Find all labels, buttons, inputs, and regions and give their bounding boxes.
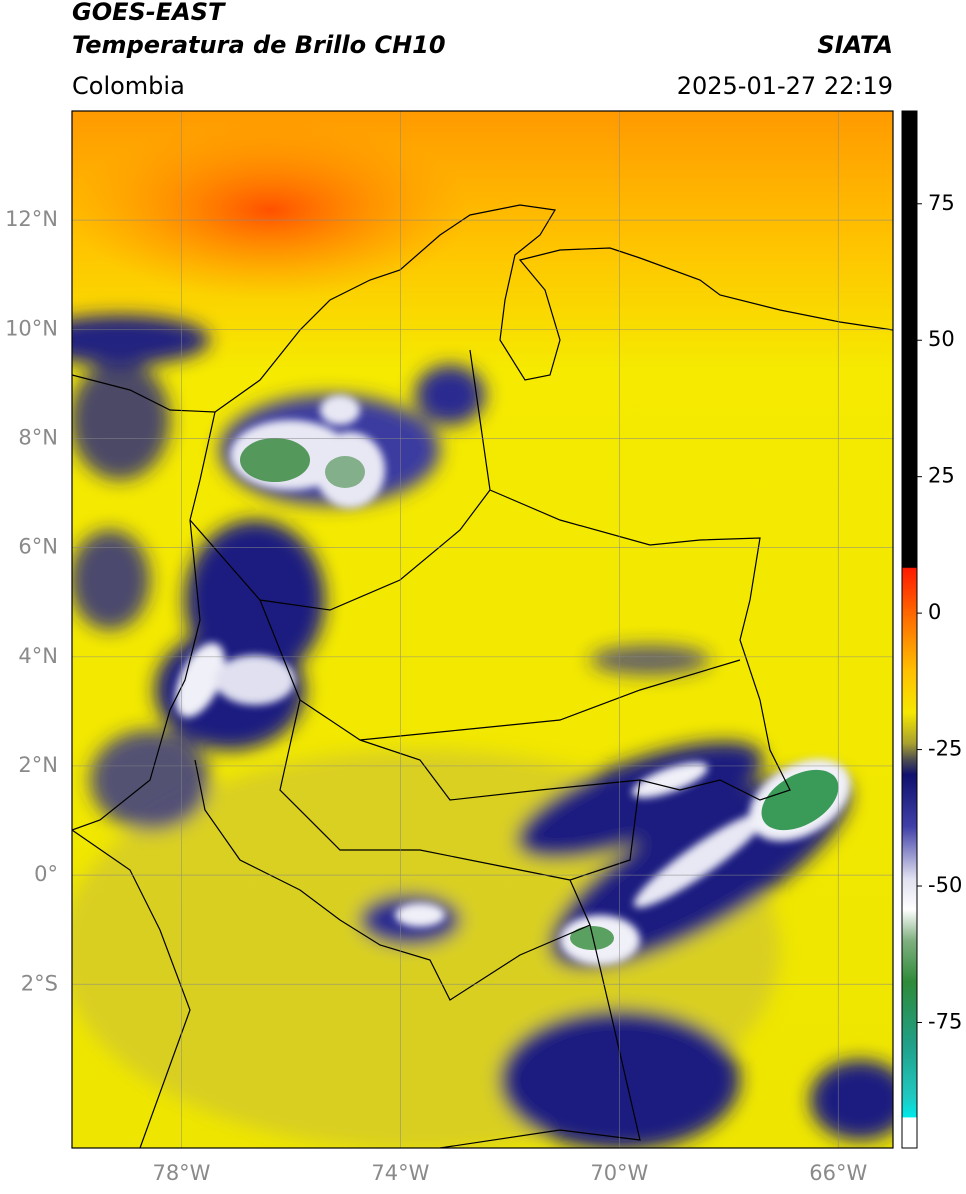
lon-tick-label: 74°W (371, 1161, 429, 1185)
graticule (72, 111, 893, 1148)
region: Colombia (72, 72, 185, 100)
lat-tick-label: 4°N (18, 644, 58, 668)
borders (72, 204, 893, 1148)
map-frame (71, 110, 894, 1149)
lat-tick-label: 8°N (18, 425, 58, 449)
lat-tick-label: 2°S (21, 971, 58, 995)
colorbar-tick-label: 25 (928, 464, 955, 488)
lat-tick-label: 10°N (5, 316, 58, 340)
lat-tick-label: 12°N (5, 207, 58, 231)
colorbar (901, 110, 918, 1149)
subtitle: Temperatura de Brillo CH10 (72, 31, 446, 59)
source: SIATA (817, 31, 893, 59)
colorbar-tick-label: -25 (928, 737, 962, 761)
colorbar-tick-label: -50 (928, 873, 962, 897)
datetime: 2025-01-27 22:19 (677, 72, 893, 100)
colorbar-tick-label: 50 (928, 327, 955, 351)
lat-tick-label: 0° (34, 862, 58, 886)
lon-tick-label: 70°W (590, 1161, 648, 1185)
lat-tick-label: 2°N (18, 753, 58, 777)
colorbar-tick-label: 75 (928, 191, 955, 215)
colorbar-tick-label: 0 (928, 600, 941, 624)
satellite-image (72, 111, 893, 1148)
lon-tick-label: 66°W (809, 1161, 867, 1185)
lon-tick-label: 78°W (152, 1161, 210, 1185)
colorbar-tick-label: -75 (928, 1009, 962, 1033)
title: GOES-EAST (72, 0, 226, 26)
lat-tick-label: 6°N (18, 535, 58, 559)
